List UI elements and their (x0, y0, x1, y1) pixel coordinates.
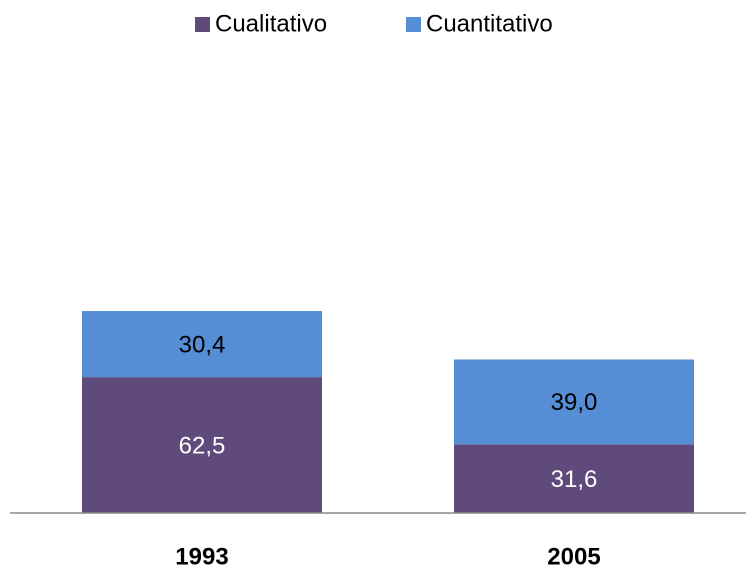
bar-segment (454, 359, 694, 445)
bar-segment (454, 444, 694, 513)
legend-swatch (195, 17, 210, 32)
legend-label: Cualitativo (215, 10, 327, 37)
data-label: 39,0 (551, 389, 598, 416)
data-label: 31,6 (551, 466, 598, 493)
legend-label: Cuantitativo (426, 10, 553, 37)
data-label: 30,4 (179, 331, 226, 358)
legend-swatch (406, 17, 421, 32)
x-tick-label: 1993 (175, 543, 228, 570)
bar-segment (82, 377, 322, 513)
bar-segment (82, 311, 322, 378)
data-label: 62,5 (179, 432, 226, 459)
x-tick-label: 2005 (547, 543, 600, 570)
